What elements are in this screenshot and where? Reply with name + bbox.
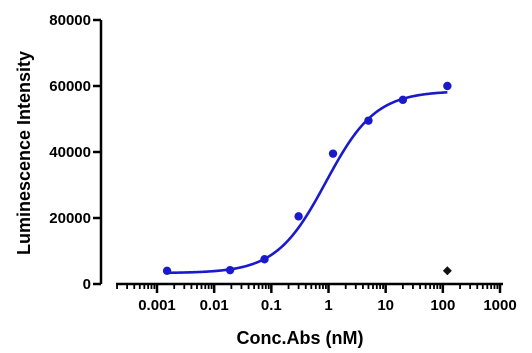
axes: [93, 18, 503, 293]
data-point: [328, 149, 338, 158]
y-axis-title: Luminescence Intensity: [14, 51, 34, 255]
y-tick-label: 0: [83, 276, 91, 293]
x-tick-label: 100: [430, 297, 455, 314]
x-tick-label: 1: [324, 297, 332, 314]
data-point: [260, 255, 269, 264]
data-point: [162, 266, 172, 275]
data-point: [364, 116, 373, 125]
x-tick-label: 10: [377, 297, 394, 314]
fit-curve: [167, 91, 448, 275]
x-tick-label: 1000: [483, 297, 516, 314]
x-tick-label: 0.01: [200, 297, 229, 314]
y-tick-label: 20000: [49, 210, 91, 227]
y-tick-label: 60000: [49, 78, 91, 95]
x-axis-title: Conc.Abs (nM): [237, 328, 364, 348]
data-point-diamond: [442, 266, 452, 276]
y-tick-labels: 0 20000 40000 60000 80000: [49, 12, 91, 293]
data-points: [162, 81, 452, 276]
x-tick-labels: 0.001 0.01 0.1 1 10 100 1000: [138, 297, 516, 314]
data-point: [443, 81, 452, 91]
data-point: [294, 212, 303, 221]
x-tick-label: 0.1: [261, 297, 282, 314]
x-tick-label: 0.001: [138, 297, 176, 314]
y-tick-label: 80000: [49, 12, 91, 29]
y-tick-label: 40000: [49, 144, 91, 161]
data-point: [225, 265, 235, 275]
data-point: [398, 95, 408, 105]
